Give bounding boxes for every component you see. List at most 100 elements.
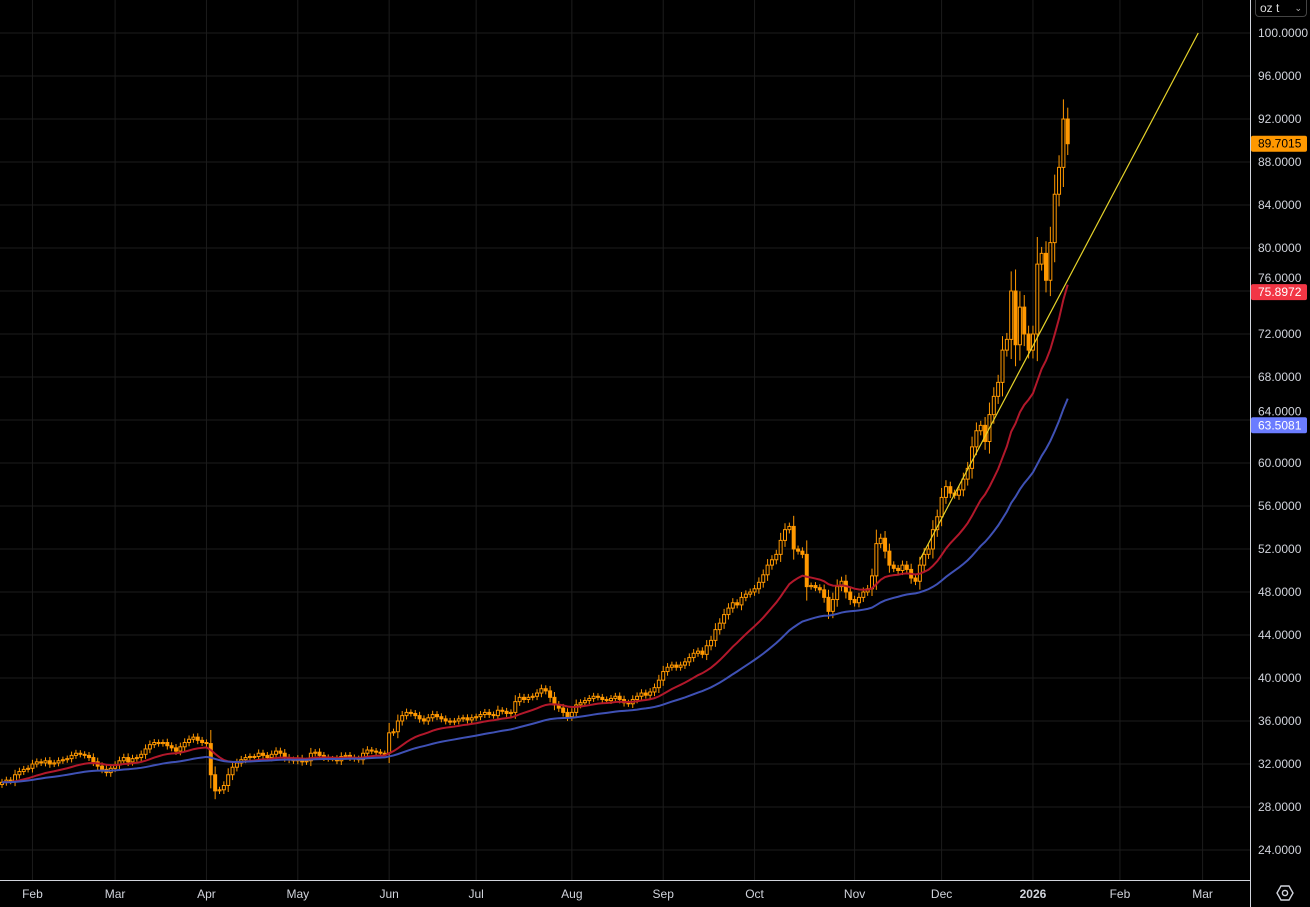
time-tick-label: Jun	[379, 887, 398, 901]
time-axis[interactable]: Feb Mar Apr May Jun Jul Aug Sep Oct Nov Dec 2026 Feb…	[22, 887, 1213, 901]
candle-up	[517, 696, 522, 703]
candle-down	[165, 742, 170, 747]
candle-up	[1057, 166, 1062, 195]
unit-label: oz t	[1260, 1, 1280, 15]
candle-up	[17, 771, 22, 776]
candle-up	[26, 767, 31, 770]
candle-up	[874, 543, 879, 577]
candle-up	[591, 695, 596, 699]
candle-up	[387, 732, 392, 754]
candle-down	[417, 715, 422, 720]
candle-up	[652, 687, 657, 693]
candle-up	[774, 553, 779, 561]
price-tick-label: 88.0000	[1258, 155, 1302, 169]
price-tick-label: 68.0000	[1258, 370, 1302, 384]
price-tick-label: 28.0000	[1258, 800, 1302, 814]
candle-up	[478, 714, 483, 718]
candle-down	[700, 650, 705, 655]
candle-down	[852, 599, 857, 604]
candle-up	[474, 716, 479, 719]
candle-up	[430, 714, 435, 719]
price-tick-label: 80.0000	[1258, 241, 1302, 255]
candle-down	[800, 550, 805, 555]
candle-up	[574, 704, 579, 713]
candle-up	[709, 639, 714, 647]
price-axis[interactable]: 100.0000 96.0000 92.0000 88.0000 84.0000 80.0…	[1258, 26, 1308, 857]
candle-up	[226, 774, 231, 786]
candle-down	[826, 596, 831, 612]
candle-up	[513, 701, 518, 713]
candle-up	[252, 755, 257, 758]
candle-up	[961, 478, 966, 491]
indicator-lines	[1, 32, 1199, 784]
candle-up	[743, 593, 748, 598]
candle-down	[543, 688, 548, 692]
candle-up	[147, 744, 152, 750]
moving-average-line	[1, 284, 1069, 784]
candle-up	[1000, 349, 1005, 383]
candle-up	[926, 548, 931, 555]
candle-up	[752, 588, 757, 593]
time-tick-label: May	[286, 887, 309, 901]
candle-up	[391, 731, 396, 734]
candle-up	[121, 757, 126, 762]
last-price-text: 89.7015	[1258, 137, 1302, 151]
time-tick-label: Mar	[105, 887, 126, 901]
candle-down	[548, 690, 553, 698]
candle-down	[265, 754, 270, 759]
candle-down	[100, 765, 105, 770]
price-tick-label: 92.0000	[1258, 112, 1302, 126]
candle-up	[143, 748, 148, 755]
candle-up	[134, 757, 139, 760]
candle-up	[809, 585, 814, 588]
candle-up	[930, 529, 935, 550]
candle-up	[609, 697, 613, 702]
candle-up	[578, 702, 583, 706]
candle-down	[174, 747, 178, 752]
candle-down	[487, 711, 492, 716]
candle-down	[1022, 306, 1027, 335]
candle-up	[835, 586, 840, 601]
candle-up	[482, 711, 487, 716]
candle-down	[278, 750, 283, 754]
candle-up	[739, 596, 744, 606]
trendline	[919, 32, 1199, 561]
candle-up	[569, 711, 574, 718]
candle-up	[682, 661, 687, 666]
candle-up	[461, 717, 466, 720]
settings-hexagon-icon[interactable]	[1276, 884, 1294, 902]
candle-down	[735, 602, 740, 606]
ma-value-tag	[1251, 417, 1307, 434]
candle-up	[52, 762, 57, 765]
candle-up	[613, 695, 618, 699]
candle-up	[587, 697, 592, 702]
candle-down	[491, 714, 496, 717]
time-tick-label: Jul	[468, 887, 483, 901]
candle-up	[687, 657, 692, 663]
candle-down	[1065, 118, 1070, 145]
candle-up	[730, 602, 735, 609]
candle-up	[43, 760, 48, 764]
candle-down	[604, 699, 609, 702]
candle-down	[883, 537, 888, 552]
candle-up	[256, 752, 261, 757]
candle-up	[1039, 252, 1044, 265]
candle-down	[617, 695, 622, 701]
candle-up	[635, 695, 640, 701]
candle-up	[991, 395, 996, 416]
candle-down	[1013, 290, 1018, 346]
candle-down	[413, 712, 418, 717]
candle-up	[426, 717, 431, 722]
candle-up	[974, 430, 979, 448]
moving-average-line	[1, 398, 1069, 784]
candle-down	[204, 742, 209, 745]
candle-down	[82, 753, 87, 756]
candle-up	[269, 753, 274, 759]
price-tick-label: 72.0000	[1258, 327, 1302, 341]
candle-up	[400, 715, 405, 722]
chevron-down-icon: ⌄	[1294, 3, 1302, 13]
unit-selector[interactable]: oz t ⌄	[1255, 0, 1307, 17]
candle-up	[1009, 290, 1014, 340]
candle-down	[156, 742, 161, 745]
